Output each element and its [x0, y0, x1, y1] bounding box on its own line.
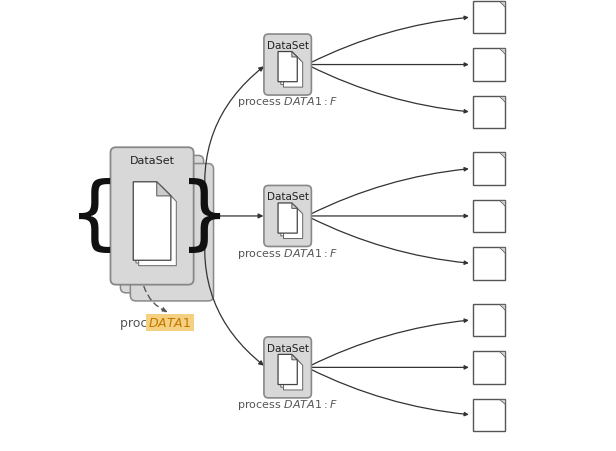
- Text: DataSet: DataSet: [267, 343, 309, 353]
- Polygon shape: [499, 248, 505, 253]
- Polygon shape: [283, 209, 302, 239]
- FancyBboxPatch shape: [472, 351, 505, 384]
- FancyArrowPatch shape: [310, 64, 468, 67]
- Polygon shape: [281, 55, 300, 85]
- Polygon shape: [499, 97, 505, 102]
- Text: process $DATA1:F$: process $DATA1:F$: [237, 95, 338, 109]
- FancyArrowPatch shape: [205, 68, 263, 214]
- FancyArrowPatch shape: [309, 67, 468, 114]
- Text: process: process: [120, 316, 172, 329]
- FancyBboxPatch shape: [264, 337, 312, 398]
- Polygon shape: [499, 153, 505, 159]
- FancyArrowPatch shape: [211, 215, 262, 218]
- Polygon shape: [281, 357, 300, 387]
- Polygon shape: [281, 206, 300, 236]
- Text: }: }: [179, 178, 230, 255]
- Polygon shape: [139, 188, 176, 266]
- FancyArrowPatch shape: [310, 366, 468, 369]
- FancyBboxPatch shape: [110, 148, 193, 285]
- FancyBboxPatch shape: [472, 248, 505, 280]
- FancyBboxPatch shape: [131, 164, 214, 301]
- FancyBboxPatch shape: [472, 304, 505, 336]
- Text: {: {: [69, 178, 120, 255]
- FancyArrowPatch shape: [309, 369, 468, 416]
- Text: $DATA1$: $DATA1$: [148, 316, 192, 329]
- FancyArrowPatch shape: [309, 218, 468, 265]
- Polygon shape: [499, 2, 505, 8]
- FancyArrowPatch shape: [205, 219, 263, 365]
- FancyBboxPatch shape: [472, 399, 505, 431]
- Text: DataSet: DataSet: [129, 156, 174, 166]
- Text: process $DATA1:F$: process $DATA1:F$: [237, 397, 338, 411]
- FancyBboxPatch shape: [264, 35, 312, 96]
- Polygon shape: [278, 52, 298, 83]
- Polygon shape: [499, 49, 505, 55]
- FancyBboxPatch shape: [264, 186, 312, 247]
- Polygon shape: [133, 182, 171, 261]
- Polygon shape: [136, 185, 174, 263]
- FancyBboxPatch shape: [472, 153, 505, 185]
- Polygon shape: [499, 200, 505, 206]
- Text: DataSet: DataSet: [267, 41, 309, 51]
- Text: DataSet: DataSet: [152, 172, 192, 182]
- Polygon shape: [156, 182, 171, 197]
- FancyBboxPatch shape: [120, 156, 204, 293]
- Polygon shape: [499, 351, 505, 357]
- Text: process $DATA1:F$: process $DATA1:F$: [237, 246, 338, 260]
- Text: DataSet: DataSet: [142, 164, 182, 174]
- FancyArrowPatch shape: [309, 319, 468, 366]
- FancyBboxPatch shape: [472, 49, 505, 82]
- Text: DataSet: DataSet: [267, 192, 309, 202]
- Polygon shape: [499, 304, 505, 310]
- Polygon shape: [292, 203, 298, 209]
- FancyArrowPatch shape: [310, 215, 468, 218]
- Polygon shape: [283, 360, 302, 390]
- FancyArrowPatch shape: [309, 17, 468, 64]
- Polygon shape: [292, 354, 298, 360]
- Polygon shape: [292, 52, 298, 58]
- Polygon shape: [499, 399, 505, 405]
- FancyBboxPatch shape: [472, 97, 505, 129]
- Polygon shape: [278, 354, 298, 385]
- Polygon shape: [283, 58, 302, 88]
- FancyBboxPatch shape: [472, 200, 505, 233]
- Polygon shape: [278, 203, 298, 234]
- FancyBboxPatch shape: [472, 2, 505, 34]
- FancyArrowPatch shape: [309, 168, 468, 215]
